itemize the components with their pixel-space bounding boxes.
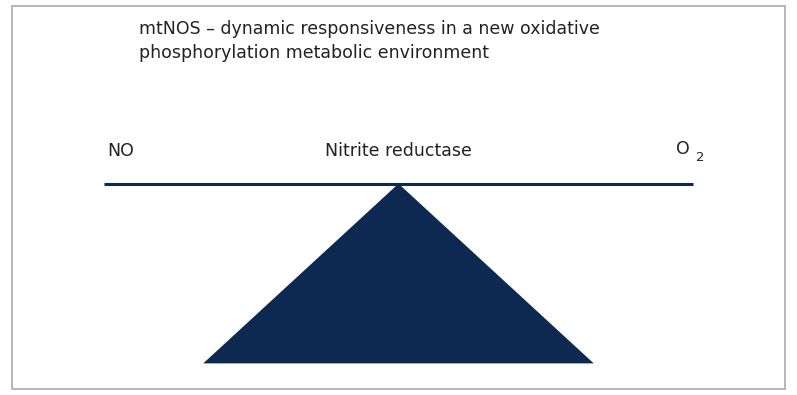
Text: mtNOS – dynamic responsiveness in a new oxidative
phosphorylation metabolic envi: mtNOS – dynamic responsiveness in a new … xyxy=(139,20,600,62)
Text: 2: 2 xyxy=(696,151,705,164)
Polygon shape xyxy=(203,184,594,363)
Text: O: O xyxy=(676,140,689,158)
Text: NO: NO xyxy=(108,142,135,160)
Text: Nitrite reductase: Nitrite reductase xyxy=(325,142,472,160)
